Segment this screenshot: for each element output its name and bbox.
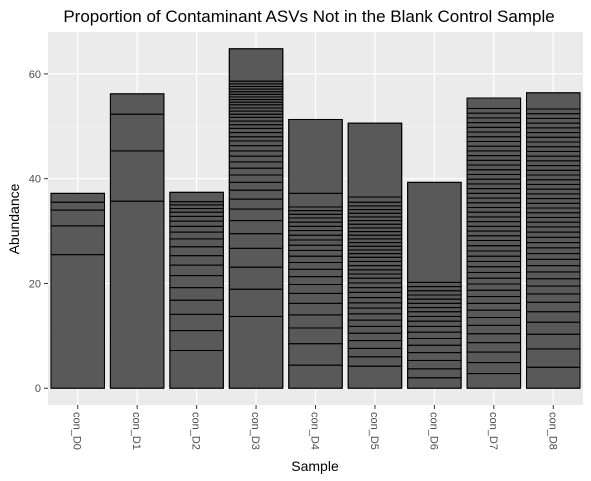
bar-con_D6 (407, 181, 462, 389)
bar-segment (288, 118, 343, 194)
x-tick-label: con_D1 (130, 412, 142, 450)
x-axis-title: Sample (291, 458, 339, 474)
bar (407, 181, 462, 389)
bar (169, 191, 224, 389)
bar-con_D3 (228, 48, 284, 389)
x-tick-label: con_D0 (71, 412, 83, 450)
bar-segment (407, 181, 462, 283)
bar (50, 192, 105, 389)
axes: 0 20 40 60 con_D0 con_D1 con_D2 con_D3 con_D4 con… (29, 69, 559, 450)
bar-con_D2 (169, 191, 224, 389)
bar (228, 48, 284, 389)
bar-con_D4 (288, 118, 343, 389)
bar-con_D5 (347, 122, 403, 389)
bar-con_D0 (50, 192, 105, 389)
bar-segment (347, 122, 403, 198)
bar-segment (466, 97, 522, 109)
bar-con_D8 (526, 92, 581, 389)
chart-title: Proportion of Contaminant ASVs Not in th… (63, 7, 554, 26)
bar-con_D7 (466, 97, 522, 389)
y-axis-title: Abundance (6, 183, 22, 254)
bar-con_D1 (109, 93, 165, 389)
x-tick-label: con_D8 (546, 412, 558, 450)
bar-segment (169, 191, 224, 203)
y-tick-label: 60 (29, 69, 41, 81)
x-tick-label: con_D4 (309, 412, 321, 450)
x-tick-label: con_D2 (190, 412, 202, 450)
x-tick-label: con_D3 (249, 412, 261, 450)
bar (109, 93, 165, 389)
bar-segment (50, 192, 105, 203)
bar (288, 118, 343, 389)
x-tick-label: con_D7 (487, 412, 499, 450)
x-tick-label: con_D5 (368, 412, 380, 450)
bars (50, 48, 581, 389)
bar-segment (109, 93, 165, 115)
y-tick-label: 0 (35, 383, 41, 395)
y-tick-label: 40 (29, 174, 41, 186)
y-tick-label: 20 (29, 278, 41, 290)
bar-segment (526, 92, 581, 110)
x-tick-label: con_D6 (427, 412, 439, 450)
bar-segment (228, 48, 284, 82)
